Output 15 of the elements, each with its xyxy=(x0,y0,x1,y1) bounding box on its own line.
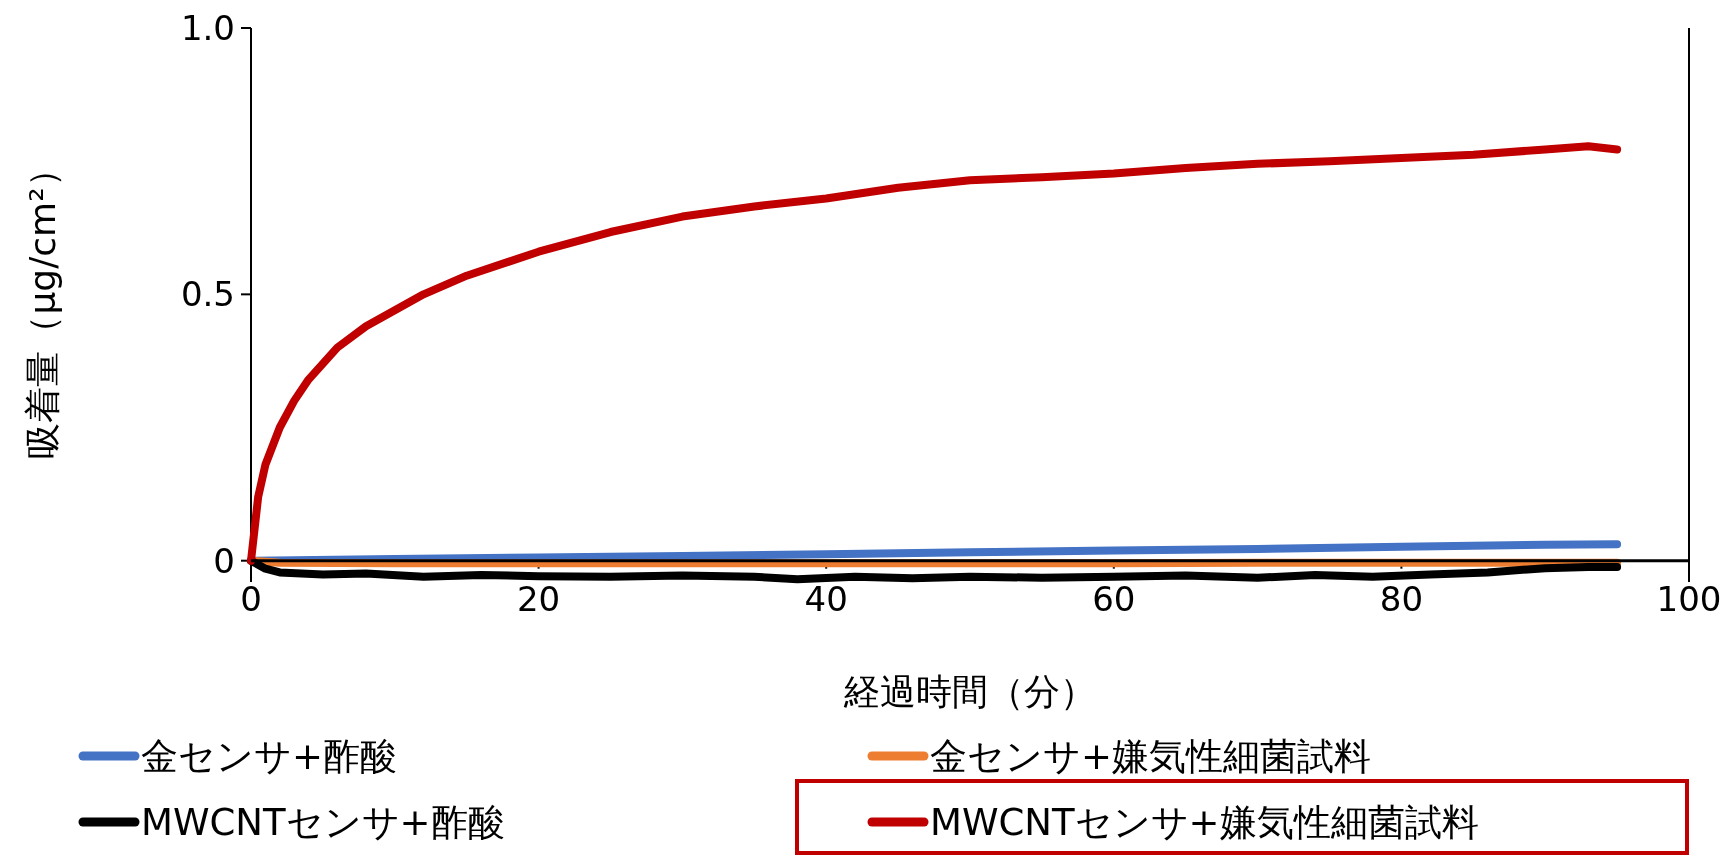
legend-label: 金センサ+酢酸 xyxy=(141,735,398,778)
x-tick-label: 100 xyxy=(1656,578,1722,619)
y-tick-label: 0 xyxy=(213,540,235,581)
x-tick-label: 20 xyxy=(516,578,561,619)
legend-label: MWCNTセンサ+酢酸 xyxy=(141,801,505,844)
x-tick-label: 40 xyxy=(804,578,848,619)
x-axis-title: 経過時間（分） xyxy=(843,671,1096,712)
x-tick-label: 0 xyxy=(240,578,262,619)
legend-label: 金センサ+嫌気性細菌試料 xyxy=(930,735,1372,778)
legend-label: MWCNTセンサ+嫌気性細菌試料 xyxy=(930,801,1479,844)
y-axis-title: 吸着量（μg/cm²） xyxy=(22,151,63,459)
y-tick-label: 0.5 xyxy=(180,274,235,315)
y-tick-label: 1.0 xyxy=(180,8,235,48)
x-tick-label: 80 xyxy=(1379,578,1424,619)
x-tick-label: 60 xyxy=(1092,578,1136,619)
